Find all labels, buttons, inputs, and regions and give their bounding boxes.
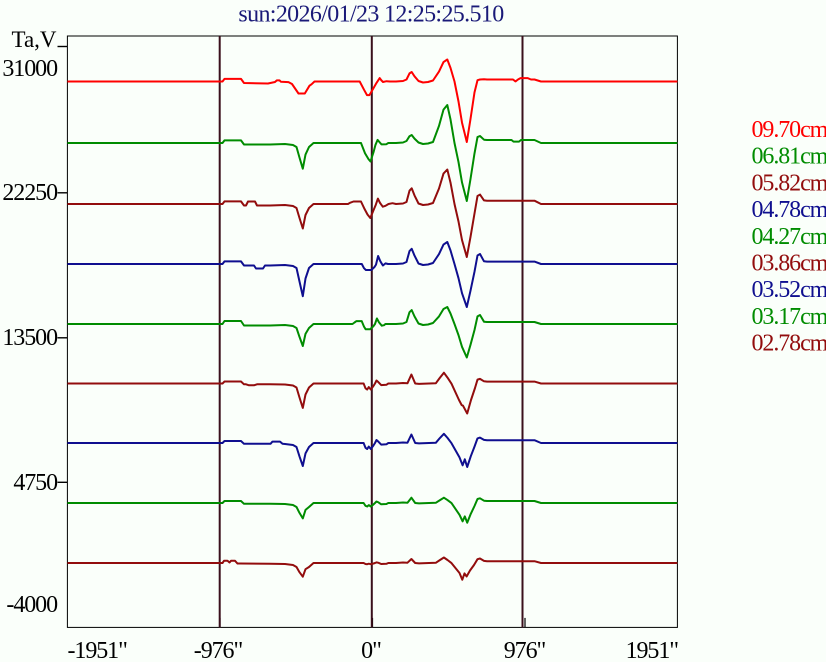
svg-text:22250: 22250 (2, 180, 58, 206)
svg-text:03.86cm: 03.86cm (752, 251, 826, 277)
svg-text:03.17cm: 03.17cm (752, 304, 826, 330)
svg-text:03.52cm: 03.52cm (752, 277, 826, 303)
svg-text:1951": 1951" (626, 638, 679, 662)
svg-text:-976": -976" (194, 638, 243, 662)
svg-text:04.78cm: 04.78cm (752, 197, 826, 223)
svg-text:976": 976" (504, 638, 546, 662)
svg-text:06.81cm: 06.81cm (752, 144, 826, 170)
svg-text:31000: 31000 (2, 56, 58, 82)
svg-text:-4000: -4000 (6, 592, 58, 618)
svg-text:13500: 13500 (2, 325, 58, 351)
svg-text:4750: 4750 (13, 470, 58, 496)
svg-text:0": 0" (361, 638, 381, 662)
svg-text:05.82cm: 05.82cm (752, 170, 826, 196)
svg-text:sun:2026/01/23 12:25:25.510: sun:2026/01/23 12:25:25.510 (238, 1, 504, 27)
svg-text:Ta,V: Ta,V (12, 27, 57, 52)
svg-text:-1951": -1951" (68, 638, 128, 662)
svg-text:09.70cm: 09.70cm (752, 117, 826, 143)
svg-text:02.78cm: 02.78cm (752, 331, 826, 357)
svg-text:04.27cm: 04.27cm (752, 224, 826, 250)
